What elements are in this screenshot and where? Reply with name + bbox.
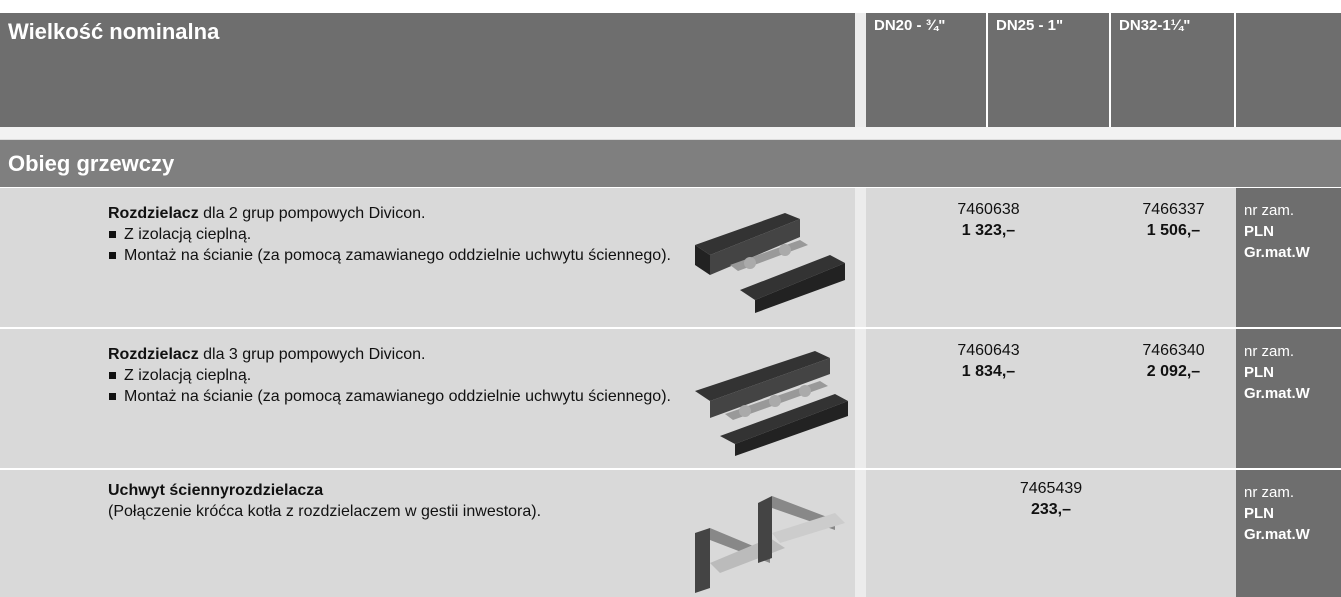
bullet: Montaż na ścianie (za pomocą zamawianego… bbox=[108, 386, 678, 407]
header-title: Wielkość nominalna bbox=[0, 13, 855, 127]
bullet: Z izolacją cieplną. bbox=[108, 365, 678, 386]
label: PLN bbox=[1244, 364, 1274, 381]
labels: nr zam. PLN Gr.mat.W bbox=[1236, 329, 1341, 468]
price-bg bbox=[866, 188, 1236, 327]
price: 1 323,– bbox=[961, 222, 1016, 239]
price: 1 506,– bbox=[1146, 222, 1201, 239]
label: Gr.mat.W bbox=[1244, 526, 1310, 543]
label: nr zam. bbox=[1244, 484, 1295, 501]
bullet: Z izolacją cieplną. bbox=[108, 224, 678, 245]
order-no: 7460643 bbox=[957, 342, 1020, 359]
product-image bbox=[695, 496, 845, 593]
label: Gr.mat.W bbox=[1244, 385, 1310, 402]
order-no: 7466337 bbox=[1142, 201, 1205, 218]
price-cell: 7466337 1 506,– bbox=[1111, 199, 1236, 241]
column-header: DN20 - ¾" bbox=[866, 13, 986, 127]
product-desc: dla 2 grup pompowych Divicon. bbox=[198, 205, 426, 222]
row-text: Rozdzielacz dla 3 grup pompowych Divicon… bbox=[108, 344, 678, 407]
product-desc: (Połączenie króćca kotła z rozdzielaczem… bbox=[108, 503, 542, 520]
product-image bbox=[695, 213, 845, 313]
labels: nr zam. PLN Gr.mat.W bbox=[1236, 188, 1341, 327]
product-name: Rozdzielacz bbox=[108, 205, 199, 222]
spacer bbox=[855, 188, 866, 327]
label: PLN bbox=[1244, 505, 1274, 522]
price-cell: 7460638 1 323,– bbox=[866, 199, 1111, 241]
label: nr zam. bbox=[1244, 343, 1295, 360]
price: 2 092,– bbox=[1146, 363, 1201, 380]
price-cell: 7466340 2 092,– bbox=[1111, 340, 1236, 382]
product-image bbox=[695, 351, 848, 456]
product-name: Uchwyt ściennyrozdzielacza bbox=[108, 482, 324, 499]
product-name: Rozdzielacz bbox=[108, 346, 199, 363]
price: 233,– bbox=[1030, 501, 1072, 518]
column-header-empty bbox=[1236, 13, 1341, 127]
bullet: Montaż na ścianie (za pomocą zamawianego… bbox=[108, 245, 678, 266]
labels: nr zam. PLN Gr.mat.W bbox=[1236, 470, 1341, 597]
row-text: Rozdzielacz dla 2 grup pompowych Divicon… bbox=[108, 203, 678, 266]
separator bbox=[0, 127, 1341, 140]
spacer bbox=[855, 470, 866, 597]
order-no: 7460638 bbox=[957, 201, 1020, 218]
spacer bbox=[855, 329, 866, 468]
price-bg bbox=[866, 329, 1236, 468]
section-title: Obieg grzewczy bbox=[0, 140, 1341, 187]
label: PLN bbox=[1244, 223, 1274, 240]
price-cell: 7465439 233,– bbox=[866, 478, 1236, 520]
order-no: 7465439 bbox=[1019, 480, 1083, 497]
spacer bbox=[855, 13, 866, 127]
column-header: DN32-1¼" bbox=[1111, 13, 1234, 127]
price-bg bbox=[866, 470, 1236, 597]
product-desc: dla 3 grup pompowych Divicon. bbox=[198, 346, 426, 363]
order-no: 7466340 bbox=[1142, 342, 1205, 359]
price-cell: 7460643 1 834,– bbox=[866, 340, 1111, 382]
label: nr zam. bbox=[1244, 202, 1295, 219]
column-header: DN25 - 1" bbox=[988, 13, 1109, 127]
price: 1 834,– bbox=[961, 363, 1016, 380]
label: Gr.mat.W bbox=[1244, 244, 1310, 261]
row-text: Uchwyt ściennyrozdzielacza (Połączenie k… bbox=[108, 480, 678, 522]
